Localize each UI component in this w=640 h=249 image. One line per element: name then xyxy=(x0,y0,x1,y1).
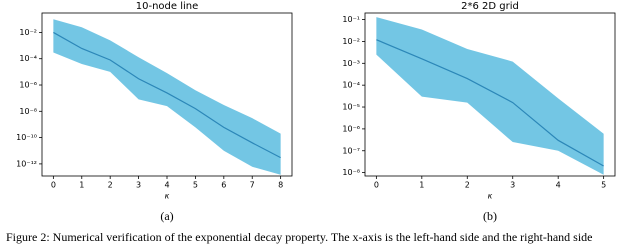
y-tick-label: 10⁻² xyxy=(342,37,360,46)
x-tick-label: 2 xyxy=(465,181,470,190)
x-tick-label: 7 xyxy=(250,181,255,190)
x-tick-label: 1 xyxy=(419,181,424,190)
band xyxy=(376,17,604,175)
x-axis-label: κ xyxy=(165,192,170,201)
x-tick-label: 0 xyxy=(374,181,379,190)
x-tick-label: 6 xyxy=(221,181,226,190)
x-tick-label: 5 xyxy=(193,181,198,190)
x-axis-label: κ xyxy=(488,192,493,201)
axes-frame xyxy=(364,12,616,177)
y-tick-label: 10⁻⁷ xyxy=(342,146,360,155)
x-tick-label: 0 xyxy=(51,181,56,190)
chart-title: 2*6 2D grid xyxy=(461,1,519,12)
y-tick-label: 10⁻¹ xyxy=(342,15,360,24)
y-tick-label: 10⁻⁶ xyxy=(342,124,360,133)
x-tick-label: 1 xyxy=(79,181,84,190)
y-tick-label: 10⁻⁸ xyxy=(342,168,360,177)
y-tick-label: 10⁻² xyxy=(19,28,37,37)
chart-title: 10-node line xyxy=(136,1,199,12)
y-tick-label: 10⁻⁶ xyxy=(19,81,37,90)
x-tick-label: 8 xyxy=(278,181,283,190)
subcaption: (b) xyxy=(483,209,497,223)
mean-line xyxy=(376,39,604,167)
x-tick-label: 4 xyxy=(556,181,561,190)
y-tick-label: 10⁻¹² xyxy=(16,159,37,168)
band xyxy=(53,19,281,175)
y-tick-label: 10⁻⁴ xyxy=(342,81,360,90)
y-tick-label: 10⁻⁸ xyxy=(19,107,37,116)
y-tick-label: 10⁻¹⁰ xyxy=(16,133,37,142)
x-tick-label: 3 xyxy=(510,181,515,190)
x-tick-label: 3 xyxy=(136,181,141,190)
mean-line xyxy=(53,31,281,159)
y-tick-label: 10⁻⁴ xyxy=(19,54,37,63)
y-tick-label: 10⁻³ xyxy=(342,59,360,68)
x-tick-label: 2 xyxy=(108,181,113,190)
x-tick-label: 4 xyxy=(164,181,169,190)
x-tick-label: 5 xyxy=(601,181,606,190)
caption: Figure 2: Numerical verification of the … xyxy=(6,230,592,244)
subcaption: (a) xyxy=(160,209,173,223)
y-tick-label: 10⁻⁵ xyxy=(342,103,360,112)
